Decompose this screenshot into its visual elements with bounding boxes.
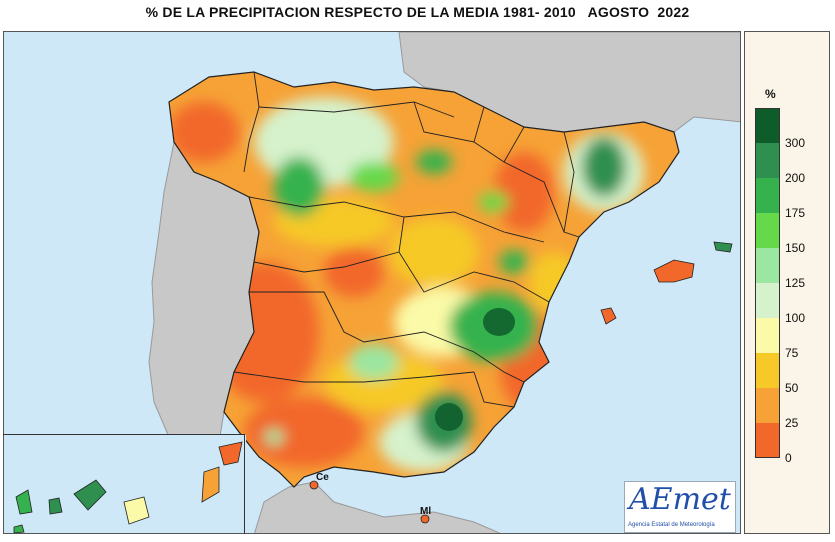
legend-label: 125: [785, 276, 806, 290]
legend-swatch: [755, 388, 780, 423]
logo-subtitle: Agencia Estatal de Meteorología: [628, 522, 715, 528]
legend-swatch: [755, 318, 780, 353]
legend-swatch: [755, 213, 780, 248]
map-svg: [4, 32, 740, 533]
ceuta-label: Ce: [316, 472, 329, 483]
legend-swatch: [755, 108, 780, 143]
legend-label: 0: [785, 451, 792, 465]
canary-inset-frame: [3, 434, 245, 534]
aemet-logo: AEmet Agencia Estatal de Meteorología: [624, 481, 736, 533]
melilla-marker: [420, 514, 430, 524]
africa-area: [254, 481, 501, 533]
legend-panel: % 300 200 175 150 125 100 75 50 25 0: [744, 31, 830, 534]
legend-label: 25: [785, 416, 799, 430]
logo-wordmark: AEmet: [629, 482, 731, 517]
legend-swatch: [755, 143, 780, 178]
legend-label: 75: [785, 346, 799, 360]
legend-swatch: [755, 283, 780, 318]
legend-swatch: [755, 178, 780, 213]
map-title: % DE LA PRECIPITACION RESPECTO DE LA MED…: [145, 4, 690, 20]
precipitation-map: [3, 31, 741, 534]
canary-islands: [13, 441, 243, 533]
legend-label: 175: [785, 206, 806, 220]
legend-swatch: [755, 248, 780, 283]
legend-label: 150: [785, 241, 806, 255]
legend-unit: %: [765, 87, 776, 101]
regional-borders: [233, 71, 580, 408]
legend-swatch: [755, 423, 780, 458]
legend-swatch: [755, 353, 780, 388]
legend-label: 50: [785, 381, 799, 395]
melilla-label: Ml: [420, 506, 432, 517]
balearic-islands: [600, 241, 733, 325]
legend-label: 100: [785, 311, 806, 325]
legend-label: 300: [785, 136, 806, 150]
legend-label: 200: [785, 171, 806, 185]
ceuta-marker: [309, 480, 319, 490]
